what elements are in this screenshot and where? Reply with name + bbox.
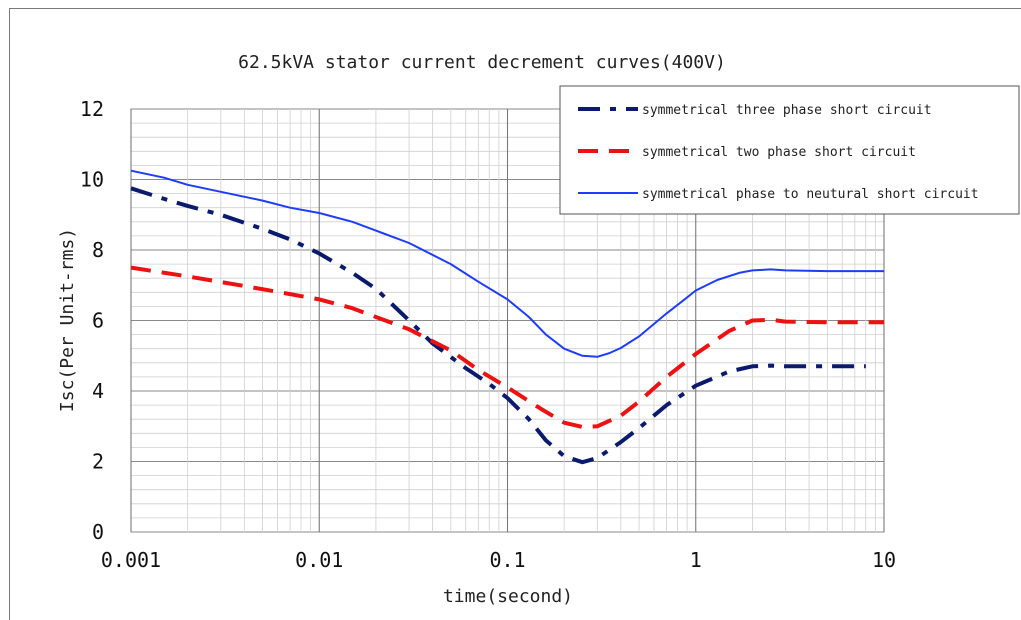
x-axis-label: time(second) (443, 586, 573, 607)
y-tick-label: 4 (92, 379, 104, 403)
x-tick-label: 0.1 (489, 548, 525, 572)
chart-title: 62.5kVA stator current decrement curves(… (238, 52, 726, 73)
series-lines (130, 169, 884, 465)
y-tick-label: 2 (92, 450, 104, 474)
y-tick-label: 8 (92, 238, 104, 262)
y-axis-label: Isc(Per Unit-rms) (57, 228, 78, 412)
legend: symmetrical three phase short circuit sym… (559, 85, 1020, 215)
chart-frame (9, 8, 1021, 620)
series-line-1 (130, 186, 866, 465)
legend-label: symmetrical three phase short circuit (642, 103, 932, 118)
legend-label: symmetrical phase to neutural short circ… (642, 187, 979, 202)
x-tick-labels: 0.001 0.01 0.1 1 10 (101, 548, 896, 572)
y-tick-label: 12 (80, 97, 104, 121)
x-tick-label: 1 (690, 548, 702, 572)
legend-label: symmetrical two phase short circuit (642, 145, 916, 160)
series-line-3 (130, 169, 884, 358)
x-tick-label: 0.01 (295, 548, 343, 572)
y-tick-label: 6 (92, 309, 104, 333)
series-line-2 (130, 265, 884, 429)
x-tick-label: 10 (872, 548, 896, 572)
y-tick-label: 0 (92, 520, 104, 544)
y-tick-label: 10 (80, 168, 104, 192)
x-tick-label: 0.001 (101, 548, 161, 572)
y-tick-labels: 0 2 4 6 8 10 12 (80, 97, 104, 544)
